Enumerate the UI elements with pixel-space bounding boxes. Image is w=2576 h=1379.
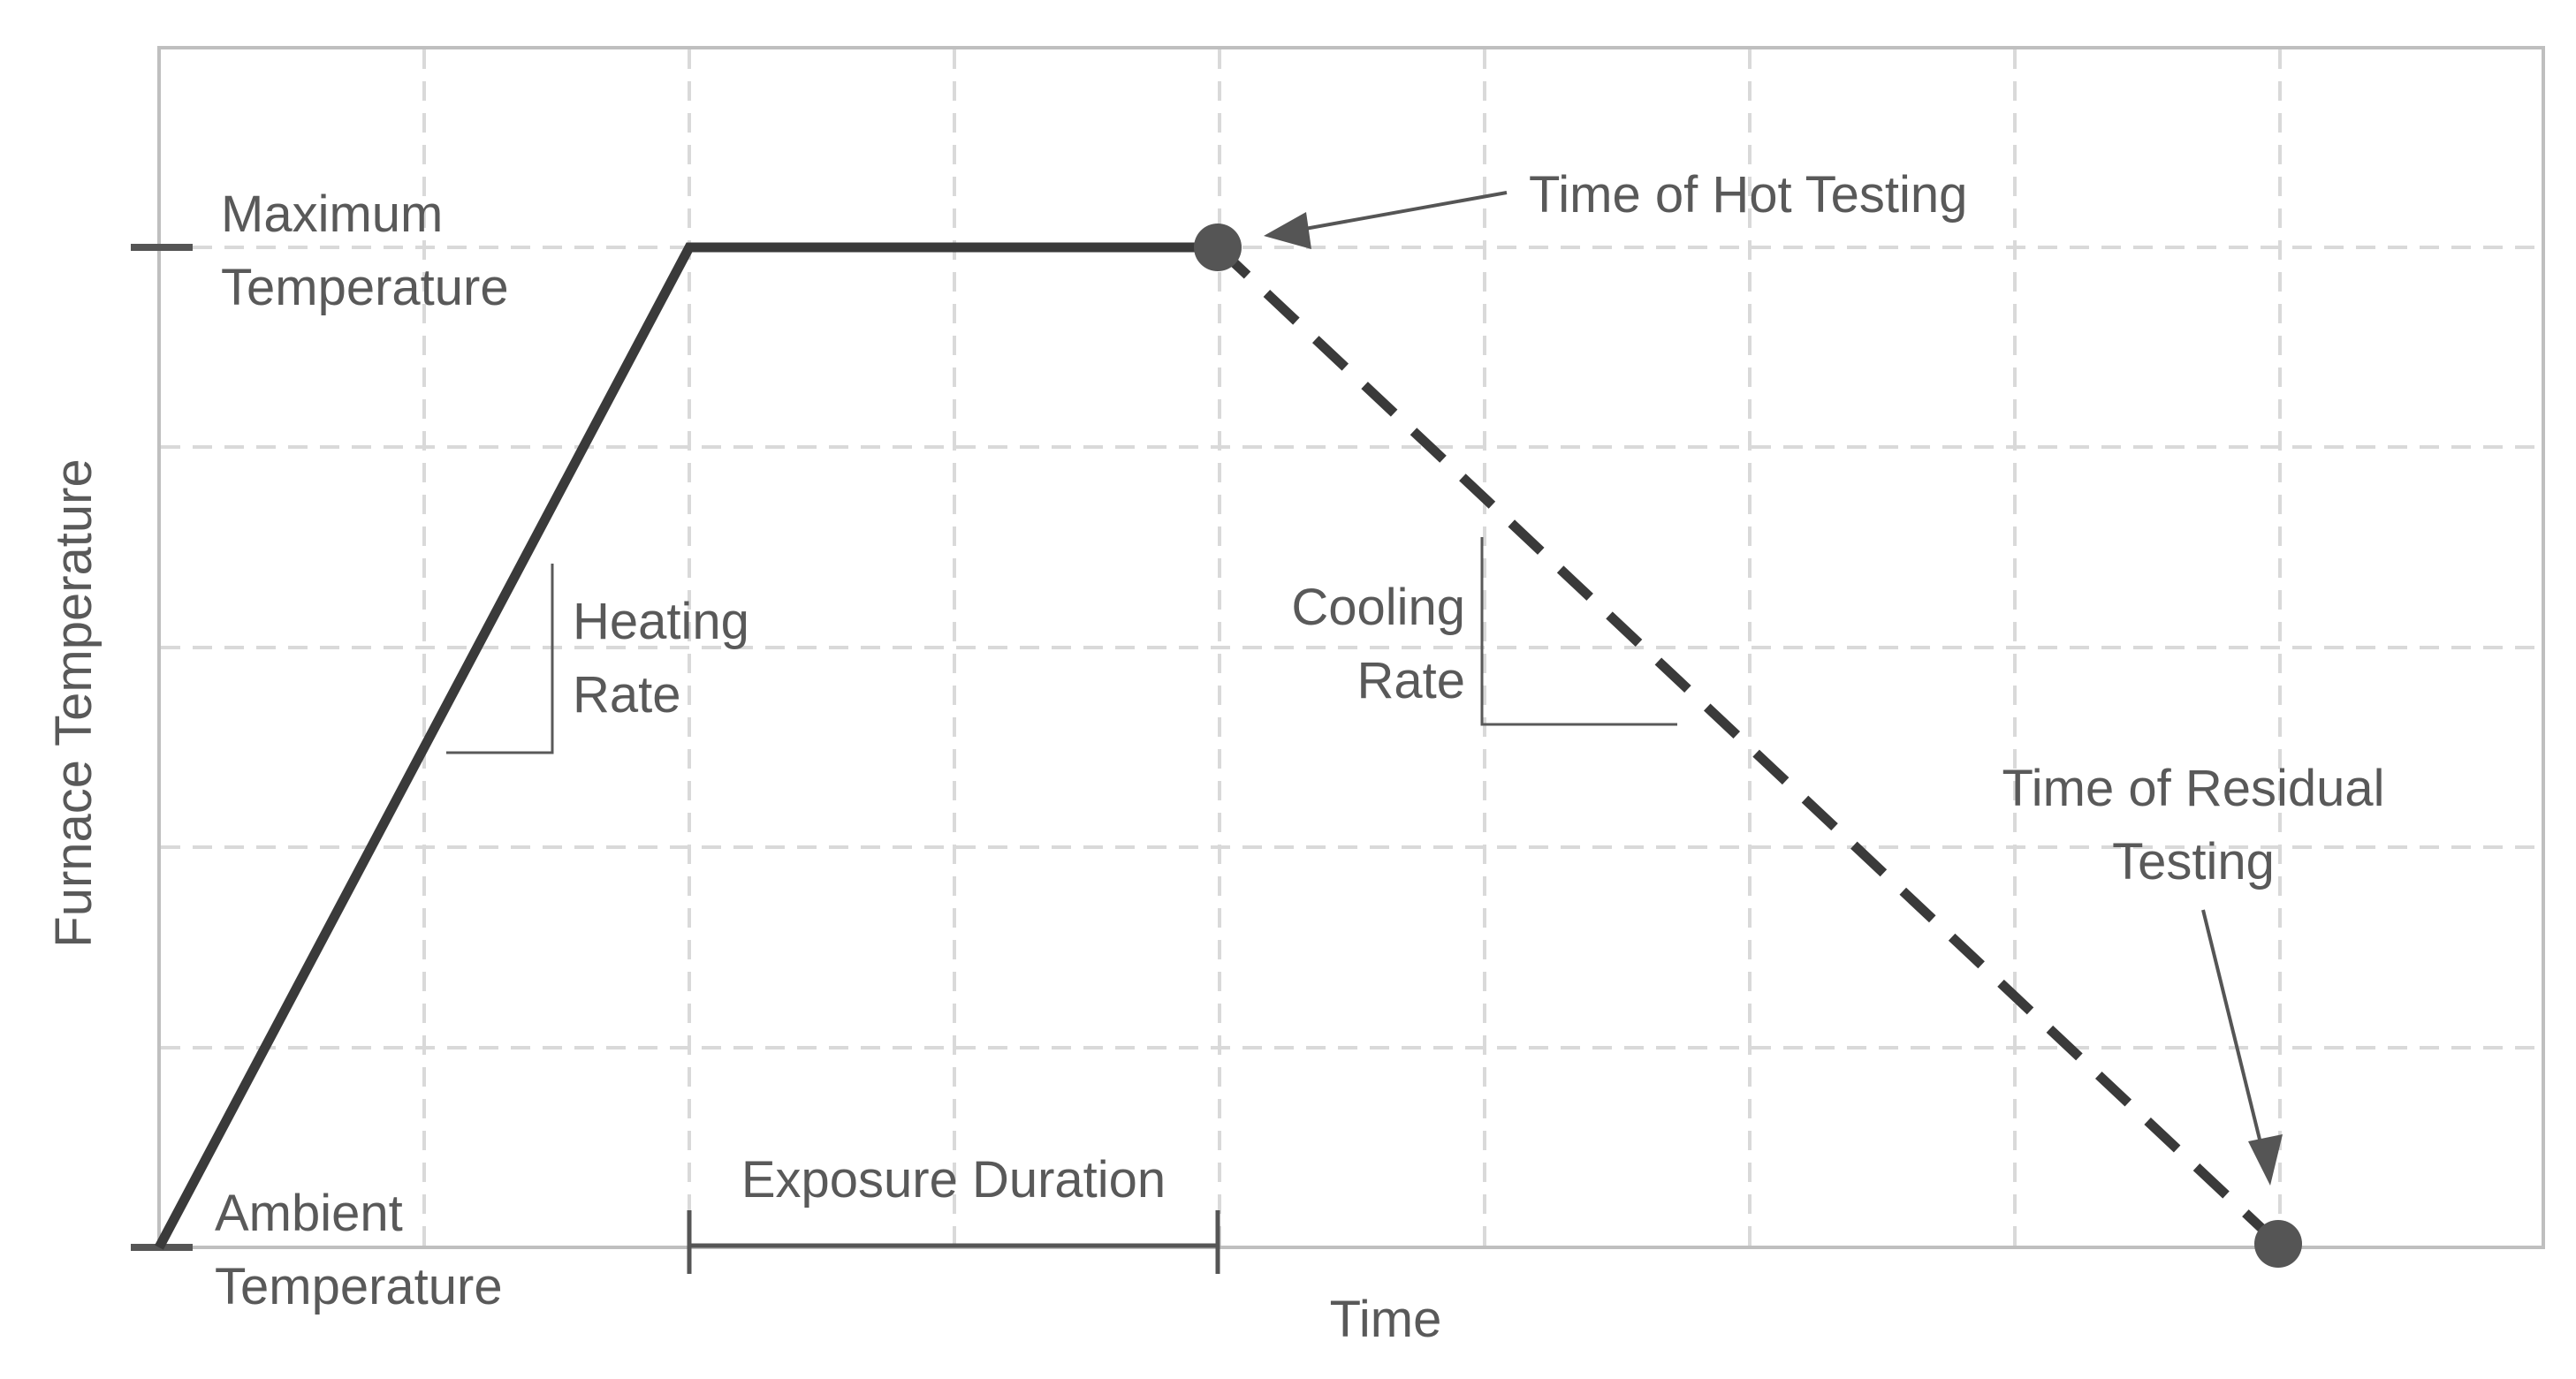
hot-testing-label: Time of Hot Testing bbox=[1529, 166, 1967, 224]
x-axis-label: Time bbox=[1330, 1291, 1442, 1348]
hot-testing-marker bbox=[1194, 224, 1242, 271]
residual-testing-label-line1: Time of Residual bbox=[2002, 760, 2384, 817]
plot-frame bbox=[157, 46, 2545, 1249]
heating-rate-label-line2: Rate bbox=[573, 666, 681, 724]
cooling-rate-label-line2: Rate bbox=[1356, 652, 1465, 709]
ambient-temperature-label-line2: Temperature bbox=[215, 1258, 503, 1315]
residual-testing-label-line2: Testing bbox=[2112, 833, 2275, 890]
hot-testing-arrow bbox=[1289, 191, 1508, 233]
heating-and-hold-curve bbox=[155, 242, 1218, 1250]
residual-testing-arrowhead bbox=[2248, 1134, 2283, 1186]
ambient-temperature-label-line1: Ambient bbox=[215, 1185, 403, 1242]
exposure-duration-bracket bbox=[687, 1210, 1220, 1274]
hot-testing-arrowhead bbox=[1264, 212, 1311, 249]
residual-testing-marker bbox=[2254, 1220, 2302, 1268]
y-axis-label: Furnace Temperature bbox=[45, 458, 103, 947]
max-temperature-label-line1: Maximum bbox=[221, 186, 443, 243]
residual-testing-arrow bbox=[2201, 909, 2266, 1158]
grid-lines bbox=[161, 49, 2542, 1246]
heating-rate-label-line1: Heating bbox=[573, 593, 749, 650]
cooling-rate-label-line1: Cooling bbox=[1291, 579, 1465, 636]
heating-rate-bracket bbox=[446, 564, 554, 754]
exposure-duration-label: Exposure Duration bbox=[741, 1151, 1166, 1209]
cooling-rate-bracket bbox=[1480, 537, 1677, 726]
cooling-curve bbox=[1214, 243, 2282, 1248]
max-temperature-label-line2: Temperature bbox=[221, 259, 509, 316]
